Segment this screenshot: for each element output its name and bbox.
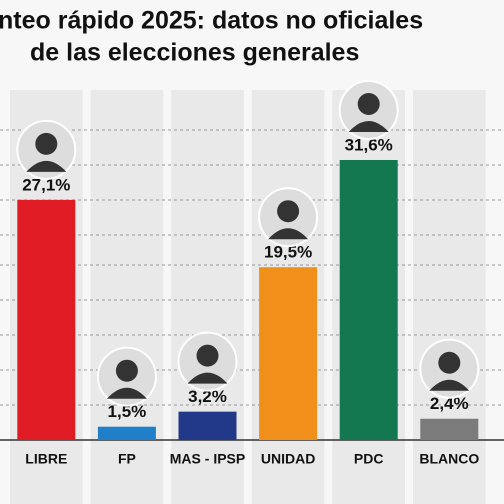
column-panel [171, 90, 244, 504]
column-panel [90, 90, 164, 504]
photo-head [277, 200, 300, 223]
bar [17, 199, 76, 440]
photo-shoulders [106, 387, 147, 399]
x-tick-label: UNIDAD [261, 451, 315, 467]
x-tick-label: PDC [354, 451, 384, 467]
value-label: 2,4% [430, 394, 469, 413]
photo-head [196, 344, 219, 367]
photo-shoulders [429, 379, 470, 391]
bar [339, 159, 398, 440]
bar [259, 267, 318, 440]
value-label: 27,1% [22, 175, 70, 194]
photo-shoulders [187, 372, 228, 384]
value-label: 1,5% [108, 402, 147, 421]
bar [178, 411, 237, 440]
x-tick-label: BLANCO [419, 451, 479, 467]
photo-head [115, 359, 138, 382]
chart-title: nteo rápido 2025: datos no oficiales [0, 7, 423, 35]
x-tick-label: LIBRE [25, 451, 67, 467]
bar [420, 418, 479, 440]
photo-head [357, 92, 380, 115]
photo-head [35, 132, 58, 155]
bar [97, 426, 156, 440]
value-label: 19,5% [264, 243, 312, 262]
photo-shoulders [268, 228, 309, 240]
photo-shoulders [348, 120, 389, 132]
value-label: 31,6% [345, 135, 393, 154]
column-panel [413, 90, 486, 504]
photo-shoulders [26, 160, 67, 172]
value-label: 3,2% [188, 387, 227, 406]
chart-title: de las elecciones generales [30, 39, 359, 67]
x-tick-label: FP [118, 451, 136, 467]
x-tick-label: MAS - IPSP [170, 451, 245, 467]
photo-head [438, 351, 461, 374]
